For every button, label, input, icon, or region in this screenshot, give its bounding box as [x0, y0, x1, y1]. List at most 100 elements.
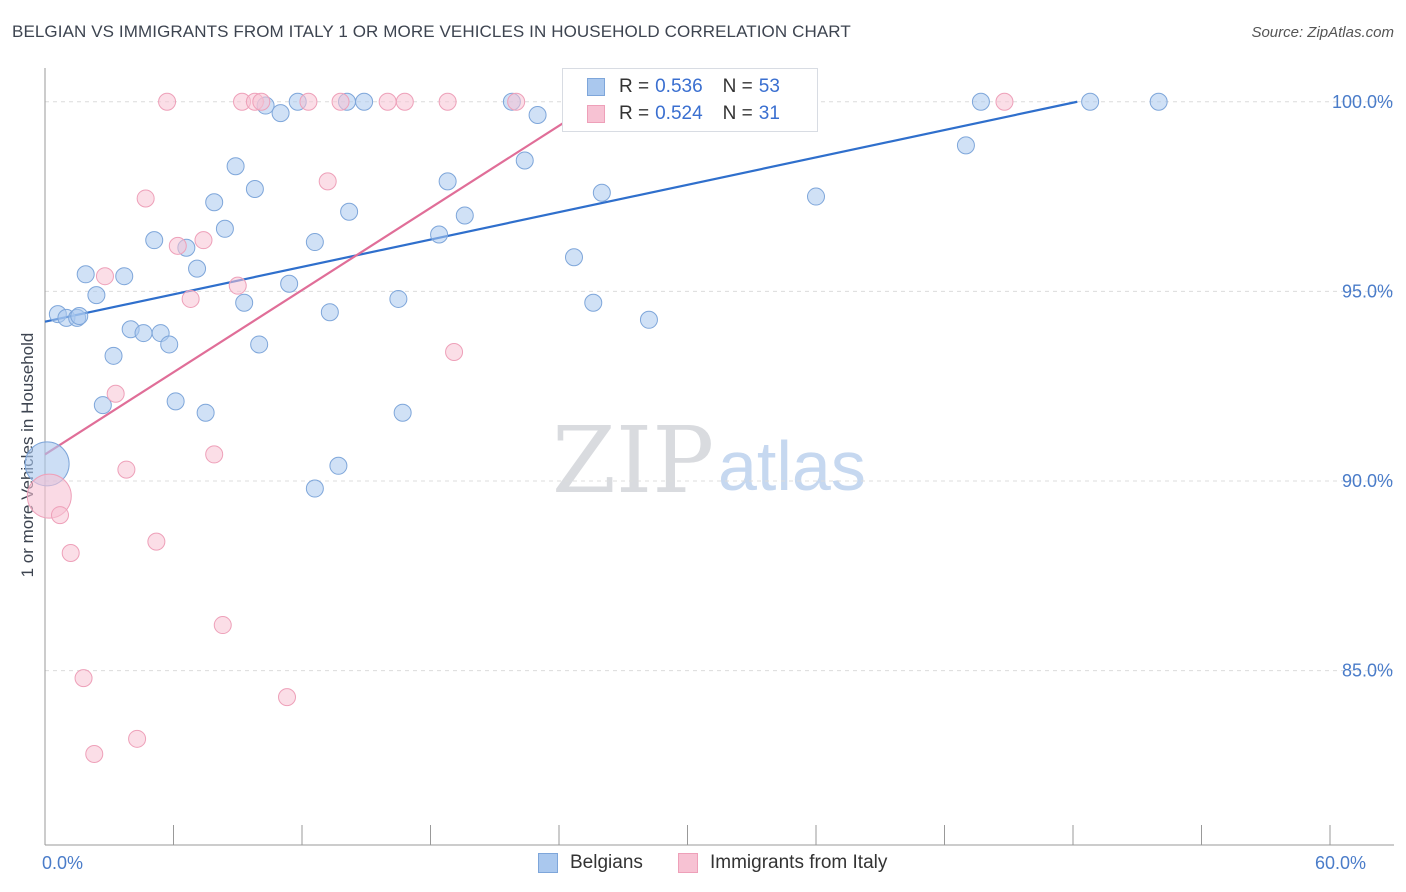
belgians-point	[134, 324, 153, 343]
italy-legend-label: Immigrants from Italy	[710, 852, 888, 873]
belgians-point	[104, 346, 123, 365]
belgians-point	[245, 179, 264, 198]
belgians-point	[1149, 92, 1168, 111]
belgians-point	[340, 202, 359, 221]
italy-point	[438, 92, 457, 111]
belgians-r-value: 0.536	[655, 76, 703, 97]
italy-point	[445, 343, 464, 362]
belgians-point	[205, 193, 224, 212]
belgians-point	[639, 310, 658, 329]
belgians-point	[93, 396, 112, 415]
belgians-point	[271, 104, 290, 123]
belgians-point	[196, 403, 215, 422]
italy-trend-line	[44, 108, 586, 456]
belgians-point	[188, 259, 207, 278]
belgians-point	[305, 479, 324, 498]
belgians-point	[515, 151, 534, 170]
italy-r-label: R =	[619, 103, 650, 124]
belgians-point	[355, 92, 374, 111]
belgians-point	[455, 206, 474, 225]
italy-point	[395, 92, 414, 111]
x-tick-label: 60.0%	[1315, 853, 1366, 873]
belgians-point	[87, 286, 106, 305]
chart-title: BELGIAN VS IMMIGRANTS FROM ITALY 1 OR MO…	[12, 22, 851, 41]
italy-point	[168, 236, 187, 255]
series-legend: Belgians Immigrants from Italy	[0, 852, 1406, 878]
watermark-zip: ZIP	[552, 407, 714, 514]
belgians-point	[250, 335, 269, 354]
italy-point	[106, 384, 125, 403]
italy-point	[331, 92, 350, 111]
italy-point	[95, 267, 114, 286]
belgians-point	[971, 92, 990, 111]
italy-point	[252, 92, 271, 111]
italy-point	[378, 92, 397, 111]
italy-point	[194, 231, 213, 250]
belgians-swatch	[587, 78, 605, 96]
source-credit: Source: ZipAtlas.com	[1251, 24, 1394, 41]
italy-point	[213, 616, 232, 635]
italy-point	[507, 92, 526, 111]
belgians-point	[592, 183, 611, 202]
italy-point	[205, 445, 224, 464]
belgians-legend-swatch	[538, 853, 558, 873]
italy-point	[181, 289, 200, 308]
italy-legend-swatch	[678, 853, 698, 873]
belgians-point	[70, 307, 89, 326]
legend-item-belgians[interactable]: Belgians	[538, 852, 643, 874]
italy-point	[228, 276, 247, 295]
belgians-point	[166, 392, 185, 411]
belgians-n-value: 53	[758, 76, 780, 97]
belgians-point	[115, 267, 134, 286]
belgians-point	[160, 335, 179, 354]
belgians-point	[320, 303, 339, 322]
belgians-n-label: N =	[722, 76, 753, 97]
belgians-trend-line	[44, 100, 1078, 323]
italy-point	[74, 669, 93, 688]
belgians-point	[528, 106, 547, 125]
belgians-point	[956, 136, 975, 155]
y-tick-label: 85.0%	[1342, 661, 1393, 681]
belgians-point	[438, 172, 457, 191]
belgians-point	[393, 403, 412, 422]
italy-r-value: 0.524	[655, 103, 703, 124]
italy-point	[61, 544, 80, 563]
italy-point	[85, 744, 104, 763]
belgians-point	[329, 456, 348, 475]
italy-point	[995, 92, 1014, 111]
italy-point	[128, 729, 147, 748]
belgians-point	[389, 289, 408, 308]
italy-point	[158, 92, 177, 111]
belgians-point	[226, 157, 245, 176]
belgians-r-label: R =	[619, 76, 650, 97]
italy-point	[299, 92, 318, 111]
belgians-point	[807, 187, 825, 206]
watermark-atlas: atlas	[718, 427, 866, 505]
italy-n-value: 31	[758, 103, 780, 124]
italy-point	[318, 172, 337, 191]
belgians-point	[564, 248, 583, 267]
belgians-legend-label: Belgians	[570, 852, 643, 873]
stats-legend: R = 0.536 N = 53 R = 0.524 N = 31	[562, 68, 818, 132]
belgians-point	[76, 265, 95, 284]
belgians-point	[1081, 92, 1100, 111]
y-tick-label: 100.0%	[1332, 92, 1393, 112]
belgians-point	[145, 231, 164, 250]
stats-legend-belgians: R = 0.536 N = 53	[587, 75, 780, 99]
y-tick-label: 90.0%	[1342, 471, 1393, 491]
italy-point	[278, 688, 297, 707]
italy-point	[117, 460, 136, 479]
belgians-point	[584, 293, 603, 312]
belgians-point	[430, 225, 449, 244]
italy-point	[147, 532, 166, 551]
italy-swatch	[587, 105, 605, 123]
stats-legend-italy: R = 0.524 N = 31	[587, 102, 780, 126]
belgians-point	[215, 219, 234, 238]
belgians-point	[280, 274, 299, 293]
belgians-point	[235, 293, 254, 312]
italy-point	[136, 189, 155, 208]
belgians-point	[305, 233, 324, 252]
legend-item-italy[interactable]: Immigrants from Italy	[678, 852, 887, 874]
y-tick-label: 95.0%	[1342, 281, 1393, 301]
